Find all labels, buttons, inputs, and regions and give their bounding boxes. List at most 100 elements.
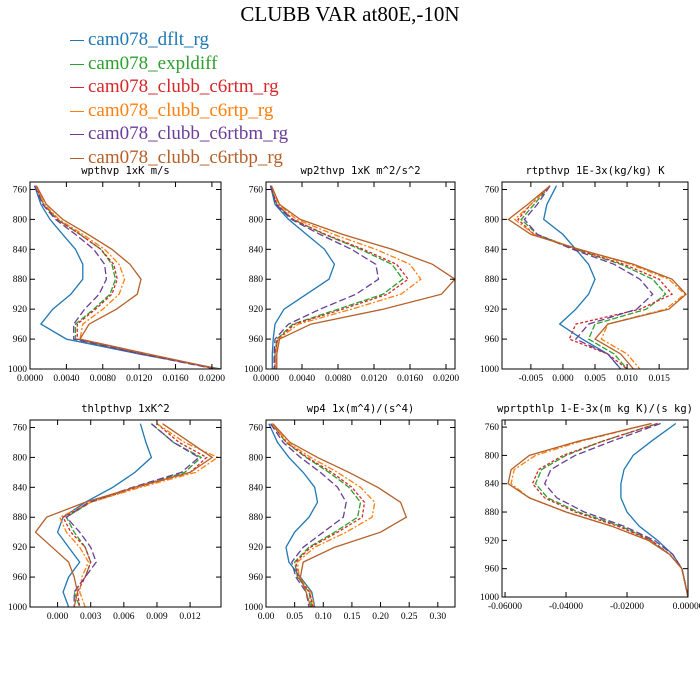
y-tick-label: 800 bbox=[249, 215, 264, 225]
y-tick-label: 1000 bbox=[480, 593, 499, 603]
legend-line-swatch bbox=[70, 63, 84, 65]
series-line bbox=[269, 185, 336, 369]
series-line bbox=[34, 185, 217, 369]
series-line bbox=[270, 185, 455, 369]
y-tick-label: 800 bbox=[13, 453, 28, 463]
y-tick-label: 880 bbox=[485, 508, 500, 518]
plot-frame bbox=[29, 181, 222, 370]
series-line bbox=[62, 423, 208, 607]
y-tick-label: 760 bbox=[13, 423, 28, 433]
y-tick-label: 840 bbox=[249, 483, 264, 493]
chart-panel: wp2thvp 1xK m^2/s^2 760 800 840 880 920 960 100… bbox=[244, 165, 459, 384]
y-tick-label: 1000 bbox=[244, 365, 263, 375]
series-line bbox=[34, 423, 214, 607]
x-tick-label: 0.000 bbox=[47, 612, 69, 622]
y-tick-label: 760 bbox=[485, 423, 500, 433]
series-line bbox=[510, 422, 688, 597]
x-tick-label: 0.0120 bbox=[361, 374, 387, 384]
y-tick-label: 840 bbox=[485, 480, 500, 490]
chart-panel: wp4 1x(m^4)/(s^4)76080084088092096010000… bbox=[244, 403, 456, 622]
legend-line-swatch bbox=[70, 40, 84, 42]
x-tick-label: 0.0040 bbox=[53, 374, 79, 384]
legend-item: cam078_clubb_c6rtm_rg bbox=[70, 75, 288, 99]
panel-title: wp2thvp 1xK m^2/s^2 bbox=[300, 165, 420, 177]
y-tick-label: 920 bbox=[13, 543, 28, 553]
y-tick-label: 960 bbox=[13, 573, 28, 583]
series-line bbox=[269, 185, 380, 369]
x-tick-label: 0.05 bbox=[286, 612, 303, 622]
series-line bbox=[56, 423, 153, 607]
x-tick-label: 0.005 bbox=[584, 374, 606, 384]
y-tick-label: 760 bbox=[249, 423, 264, 433]
series-line bbox=[271, 423, 376, 607]
plot-frame bbox=[29, 419, 222, 608]
panel-title: wp4 1x(m^4)/(s^4) bbox=[307, 403, 414, 415]
x-tick-label: 0.0040 bbox=[289, 374, 315, 384]
series-line bbox=[269, 185, 410, 369]
legend-line-swatch bbox=[70, 87, 84, 89]
x-tick-label: 0.20 bbox=[372, 612, 389, 622]
y-tick-label: 960 bbox=[249, 573, 264, 583]
series-line bbox=[620, 422, 688, 597]
legend-item: cam078_clubb_c6rtp_rg bbox=[70, 99, 288, 123]
series-line bbox=[33, 185, 221, 369]
x-tick-label: 0.25 bbox=[401, 612, 418, 622]
series-line bbox=[507, 422, 688, 597]
x-tick-label: -0.04000 bbox=[549, 602, 583, 612]
y-tick-label: 760 bbox=[249, 185, 264, 195]
legend-label: cam078_clubb_c6rtm_rg bbox=[88, 76, 279, 97]
y-tick-label: 760 bbox=[485, 185, 500, 195]
legend-label: cam078_clubb_c6rtbp_rg bbox=[88, 146, 283, 168]
x-tick-label: 0.006 bbox=[113, 612, 135, 622]
panel-title: thlpthvp 1xK^2 bbox=[81, 403, 170, 415]
y-tick-label: 800 bbox=[13, 215, 28, 225]
x-tick-label: 0.0080 bbox=[90, 374, 116, 384]
x-tick-label: 0.0200 bbox=[199, 374, 225, 384]
y-tick-label: 1000 bbox=[244, 603, 263, 613]
y-tick-label: 880 bbox=[249, 513, 264, 523]
y-tick-label: 840 bbox=[485, 245, 500, 255]
series-line bbox=[34, 185, 217, 369]
y-tick-label: 1000 bbox=[8, 603, 27, 613]
x-tick-label: 0.00 bbox=[258, 612, 275, 622]
x-tick-label: 0.0200 bbox=[433, 374, 459, 384]
series-line bbox=[517, 185, 674, 369]
y-tick-label: 960 bbox=[485, 335, 500, 345]
x-tick-label: 0.15 bbox=[344, 612, 361, 622]
series-line bbox=[507, 185, 688, 369]
series-line bbox=[534, 422, 688, 597]
series-line bbox=[34, 185, 218, 369]
series-line bbox=[269, 185, 404, 369]
legend-line-swatch bbox=[70, 157, 84, 159]
legend: cam078_dflt_rg cam078_expldiff cam078_cl… bbox=[70, 28, 288, 169]
x-tick-label: -0.02000 bbox=[610, 602, 644, 612]
x-tick-label: -0.06000 bbox=[488, 602, 522, 612]
chart-panel: rtpthvp 1E-3x(kg/kg) K 760 800 840 880 920 960… bbox=[480, 165, 689, 384]
legend-label: cam078_expldiff bbox=[88, 52, 218, 74]
series-line bbox=[65, 423, 201, 607]
y-tick-label: 760 bbox=[13, 185, 28, 195]
legend-label: cam078_clubb_c6rtbm_rg bbox=[88, 123, 289, 144]
y-tick-label: 880 bbox=[249, 275, 264, 285]
series-line bbox=[271, 423, 362, 607]
y-tick-label: 880 bbox=[13, 513, 28, 523]
y-tick-label: 960 bbox=[485, 565, 500, 575]
y-tick-label: 840 bbox=[13, 483, 28, 493]
series-line bbox=[33, 185, 216, 369]
y-tick-label: 800 bbox=[485, 451, 500, 461]
legend-item: cam078_expldiff bbox=[70, 52, 288, 76]
x-tick-label: 0.0160 bbox=[397, 374, 423, 384]
y-tick-label: 800 bbox=[485, 215, 500, 225]
plot-frame bbox=[265, 181, 456, 370]
y-tick-label: 920 bbox=[485, 305, 500, 315]
legend-item: cam078_dflt_rg bbox=[70, 28, 288, 52]
x-tick-label: 0.010 bbox=[616, 374, 638, 384]
y-tick-label: 840 bbox=[249, 245, 264, 255]
series-line bbox=[531, 422, 688, 597]
series-line bbox=[543, 422, 688, 597]
y-tick-label: 880 bbox=[485, 275, 500, 285]
x-tick-label: 0.0000 bbox=[17, 374, 43, 384]
legend-item: cam078_clubb_c6rtbm_rg bbox=[70, 122, 288, 146]
x-tick-label: 0.012 bbox=[179, 612, 201, 622]
